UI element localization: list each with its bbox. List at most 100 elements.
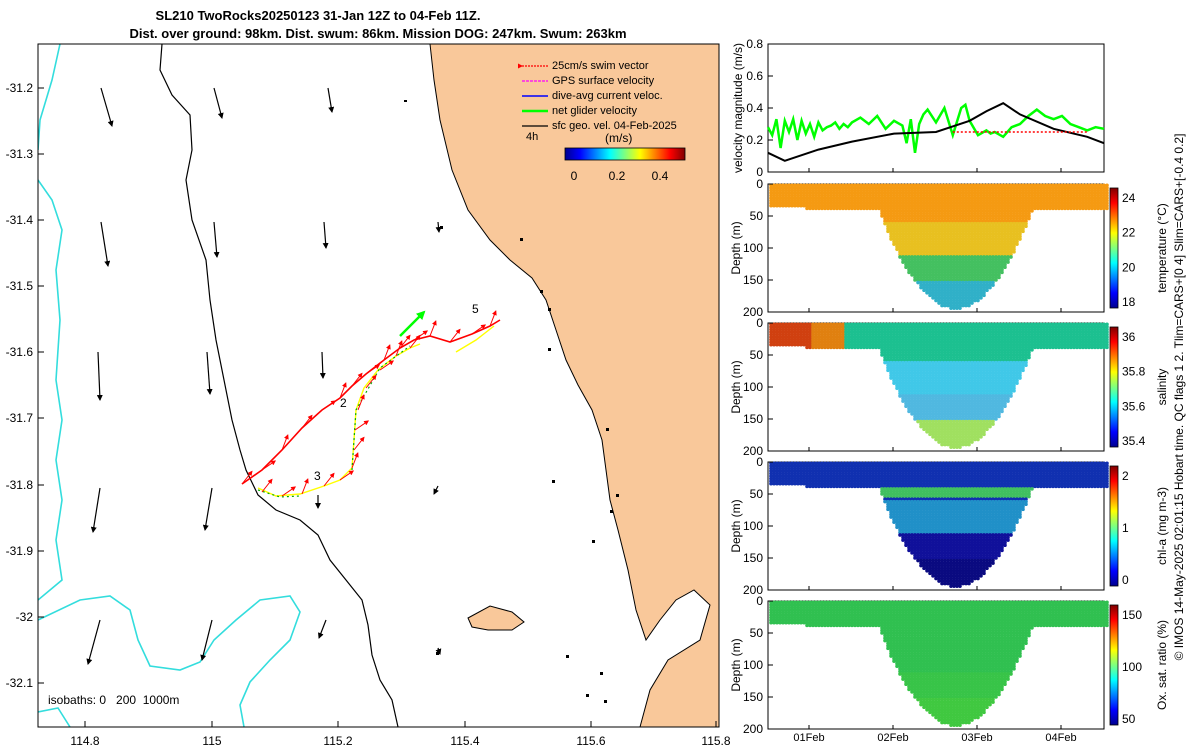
profile-sample: [910, 270, 914, 275]
profile-sample: [982, 283, 986, 287]
profile-sample: [922, 262, 926, 267]
profile-sample: [958, 288, 962, 293]
profile-sample: [913, 257, 917, 262]
profile-sample: [931, 193, 935, 198]
profile-sample: [808, 188, 812, 193]
profile-sample: [919, 285, 923, 290]
profile-sample: [976, 280, 980, 285]
profile-sample: [964, 252, 968, 257]
profile-sample: [796, 188, 800, 193]
swim-vector: [379, 360, 395, 371]
profile-sample: [901, 201, 905, 205]
profile-sample: [988, 267, 992, 272]
profile-sample: [838, 198, 842, 203]
profile-sample: [964, 229, 968, 234]
profile-sample: [805, 193, 809, 198]
profile-sample: [793, 203, 797, 208]
profile-sample: [784, 198, 788, 203]
profile-sample: [964, 239, 968, 244]
profile-sample: [955, 252, 959, 257]
profile-sample: [880, 209, 884, 213]
profile-sample: [961, 278, 965, 282]
land: [429, 44, 719, 727]
profile-sample: [907, 239, 911, 244]
profile-sample: [961, 270, 965, 275]
profile-sample: [943, 191, 947, 195]
profile-sample: [988, 224, 992, 229]
profile-sample: [880, 214, 884, 218]
profile-sample: [943, 257, 947, 262]
profile-sample: [949, 214, 953, 218]
profile-sample: [955, 239, 959, 244]
profile-sample: [895, 247, 899, 252]
profile-sample: [823, 206, 827, 211]
profile-sample: [799, 188, 803, 193]
profile-sample: [823, 201, 827, 205]
isobath-1000: [38, 44, 301, 727]
profile-sample: [982, 270, 986, 275]
profile-sample: [979, 186, 983, 190]
profile-sample: [784, 188, 788, 193]
profile-sample: [970, 211, 974, 216]
profile-sample: [865, 193, 869, 198]
profile-sample: [898, 206, 902, 211]
profile-sample: [967, 214, 971, 218]
profile-sample: [976, 209, 980, 213]
profile-sample: [970, 288, 974, 293]
profile-sample: [958, 252, 962, 257]
profile-sample: [919, 193, 923, 198]
profile-sample: [886, 209, 890, 213]
profile-sample: [901, 198, 905, 203]
profile-sample: [976, 262, 980, 267]
profile-sample: [823, 183, 827, 188]
profile-sample: [940, 221, 944, 226]
profile-sample: [913, 260, 917, 264]
profile-sample: [943, 183, 947, 188]
profile-sample: [973, 209, 977, 213]
profile-sample: [949, 306, 953, 310]
profile-sample: [964, 216, 968, 221]
profile-sample: [949, 270, 953, 275]
profile-sample: [895, 221, 899, 226]
profile-sample: [973, 285, 977, 290]
profile-sample: [982, 196, 986, 200]
profile-sample: [940, 227, 944, 231]
profile-sample: [943, 234, 947, 239]
profile-sample: [970, 280, 974, 285]
profile-sample: [991, 209, 995, 213]
profile-sample: [925, 209, 929, 213]
profile-sample: [964, 206, 968, 211]
profile-sample: [979, 188, 983, 193]
profile-sample: [949, 206, 953, 211]
profile-sample: [946, 239, 950, 244]
profile-sample: [940, 186, 944, 190]
profile-sample: [913, 188, 917, 193]
profile-sample: [904, 193, 908, 198]
swim-vector: [383, 344, 391, 361]
track-label-5: 5: [472, 302, 479, 316]
profile-sample: [979, 255, 983, 259]
profile-sample: [916, 206, 920, 211]
profile-sample: [916, 229, 920, 234]
profile-sample: [961, 267, 965, 272]
profile-sample: [895, 201, 899, 205]
profile-sample: [826, 206, 830, 211]
profile-sample: [958, 183, 962, 188]
profile-sample: [970, 283, 974, 287]
profile-sample: [886, 229, 890, 234]
profile-sample: [874, 201, 878, 205]
profile-sample: [976, 257, 980, 262]
profile-sample: [940, 298, 944, 303]
profile-sample: [949, 237, 953, 241]
profile-sample: [940, 278, 944, 282]
profile-sample: [955, 196, 959, 200]
profile-sample: [937, 291, 941, 295]
profile-sample: [916, 188, 920, 193]
profile-sample: [985, 216, 989, 221]
profile-sample: [976, 227, 980, 231]
profile-sample: [847, 188, 851, 193]
profile-sample: [790, 193, 794, 198]
profile-sample: [943, 270, 947, 275]
profile-sample: [931, 196, 935, 200]
profile-sample: [871, 191, 875, 195]
